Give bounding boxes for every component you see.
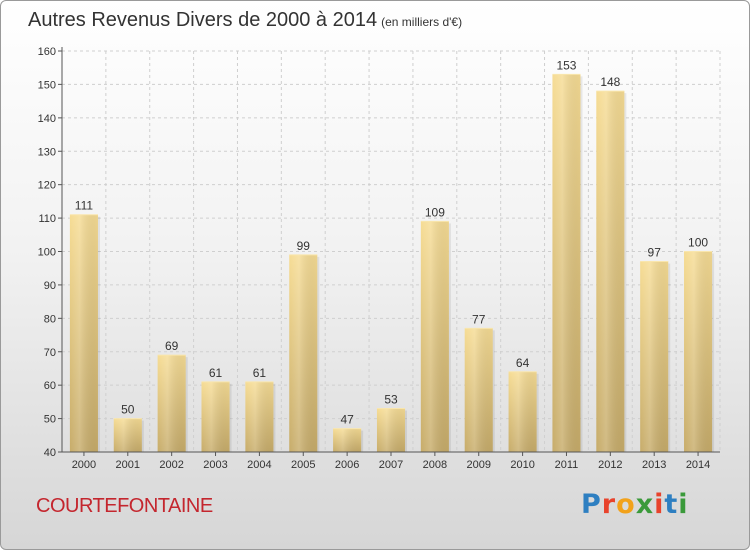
data-label: 97 bbox=[648, 246, 662, 260]
y-tick-label: 160 bbox=[38, 46, 56, 58]
x-tick-label: 2006 bbox=[335, 459, 359, 471]
x-tick-label: 2002 bbox=[159, 459, 183, 471]
location-label: COURTEFONTAINE bbox=[36, 495, 213, 517]
data-label: 100 bbox=[688, 236, 708, 250]
x-tick-label: 2009 bbox=[466, 459, 490, 471]
bar-shine bbox=[157, 355, 186, 452]
logo-letter: t bbox=[664, 489, 679, 520]
bar-shine bbox=[201, 381, 230, 452]
y-tick-label: 100 bbox=[38, 247, 56, 259]
data-label: 69 bbox=[165, 339, 179, 353]
data-label: 153 bbox=[556, 58, 576, 72]
bar-shine bbox=[684, 251, 713, 452]
chart-title: Autres Revenus Divers de 2000 à 2014 (en … bbox=[28, 9, 462, 32]
bar-shine bbox=[640, 261, 669, 452]
bar-shine bbox=[464, 328, 493, 452]
bar-shine bbox=[508, 371, 537, 452]
logo-letter: P bbox=[581, 489, 602, 520]
bar-shine bbox=[113, 418, 142, 452]
data-label: 99 bbox=[297, 239, 311, 253]
x-tick-label: 2010 bbox=[510, 459, 534, 471]
x-tick-label: 2014 bbox=[686, 459, 710, 471]
x-tick-label: 2003 bbox=[203, 459, 227, 471]
y-tick-label: 70 bbox=[44, 347, 56, 359]
bar-shine bbox=[333, 428, 362, 452]
data-label: 111 bbox=[75, 199, 94, 213]
x-tick-label: 2011 bbox=[555, 459, 579, 471]
x-tick-label: 2000 bbox=[72, 459, 96, 471]
data-label: 47 bbox=[340, 413, 354, 427]
x-tick-label: 2004 bbox=[247, 459, 271, 471]
bar-shine bbox=[69, 214, 98, 452]
bar-shine bbox=[552, 74, 581, 453]
y-tick-label: 90 bbox=[44, 280, 56, 292]
logo-letter: r bbox=[601, 489, 617, 520]
chart-subtitle: (en milliers d'€) bbox=[381, 15, 463, 29]
y-tick-label: 60 bbox=[44, 380, 56, 392]
y-tick-label: 110 bbox=[38, 213, 56, 225]
data-label: 109 bbox=[425, 205, 445, 219]
x-tick-label: 2007 bbox=[379, 459, 403, 471]
y-tick-label: 40 bbox=[44, 447, 56, 459]
logo-letter: i bbox=[678, 489, 689, 520]
x-tick-label: 2005 bbox=[291, 459, 315, 471]
y-tick-label: 130 bbox=[38, 146, 56, 158]
proxiti-logo: Proxiti bbox=[581, 489, 689, 520]
bar-shine bbox=[289, 254, 318, 452]
bar-shine bbox=[376, 408, 406, 452]
x-tick-label: 2008 bbox=[423, 459, 447, 471]
y-tick-label: 80 bbox=[44, 313, 56, 325]
data-label: 61 bbox=[209, 366, 223, 380]
y-tick-label: 120 bbox=[38, 180, 56, 192]
bar-shine bbox=[596, 91, 625, 452]
logo-letter: i bbox=[654, 489, 665, 520]
logo-letter: x bbox=[635, 489, 655, 520]
data-label: 53 bbox=[384, 393, 398, 407]
data-label: 61 bbox=[253, 366, 267, 380]
data-label: 77 bbox=[472, 312, 486, 326]
data-label: 148 bbox=[600, 75, 620, 89]
y-tick-label: 140 bbox=[38, 113, 56, 125]
logo-letter: o bbox=[616, 489, 636, 520]
x-tick-label: 2013 bbox=[642, 459, 666, 471]
x-tick-label: 2012 bbox=[598, 459, 622, 471]
y-tick-label: 50 bbox=[44, 414, 56, 426]
title-text: Autres Revenus Divers de 2000 à 2014 bbox=[28, 9, 378, 31]
axis-layer: 40 50 60 70 80 90 100 110 120 130 140 150 160 2000 200… bbox=[38, 46, 720, 471]
data-label: 64 bbox=[516, 356, 530, 370]
bar-layer: 111 50 69 61 61 99 47 53 109 77 64 153 148 97 100 bbox=[69, 58, 715, 453]
data-label: 50 bbox=[121, 403, 135, 417]
bar-shine bbox=[420, 221, 449, 452]
x-tick-label: 2001 bbox=[116, 459, 140, 471]
bar-shine bbox=[245, 381, 274, 452]
y-tick-label: 150 bbox=[38, 79, 56, 91]
